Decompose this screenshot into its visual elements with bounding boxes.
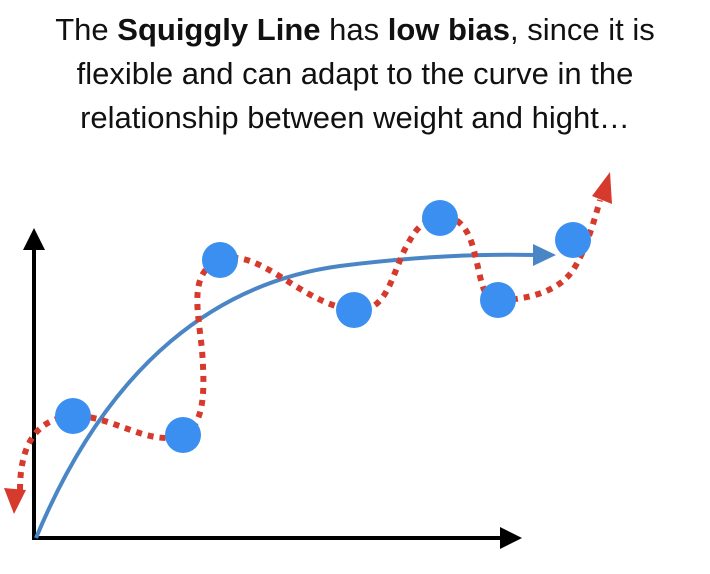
squiggly-line (4, 172, 612, 514)
data-points (55, 200, 591, 453)
smooth-curve (34, 244, 556, 539)
caption-line-3: relationship between weight and hight… (80, 100, 630, 135)
data-point (55, 398, 91, 434)
smooth-curve-arrowhead-icon (533, 244, 556, 266)
caption-bold-squiggly-line: Squiggly Line (117, 12, 321, 47)
caption-line-1: The Squiggly Line has low bias, since it… (0, 8, 710, 52)
data-point (555, 222, 591, 258)
caption-line-2: flexible and can adapt to the curve in t… (76, 56, 634, 91)
data-point (480, 282, 516, 318)
axes (23, 228, 522, 549)
caption-text: has (320, 12, 388, 47)
caption: The Squiggly Line has low bias, since it… (0, 8, 710, 140)
squiggly-end-arrowhead-icon (592, 172, 612, 204)
data-point (202, 242, 238, 278)
caption-bold-low-bias: low bias (387, 12, 511, 47)
data-point (165, 417, 201, 453)
smooth-curve-line (34, 252, 537, 539)
data-point (336, 292, 372, 328)
x-axis-arrowhead-icon (500, 527, 522, 549)
caption-text: The (55, 12, 118, 47)
squiggly-line-path (17, 199, 603, 491)
squiggly-start-arrowhead-icon (4, 488, 26, 514)
caption-text: , since it is (510, 12, 655, 47)
data-point (422, 200, 458, 236)
y-axis-arrowhead-icon (23, 228, 45, 250)
